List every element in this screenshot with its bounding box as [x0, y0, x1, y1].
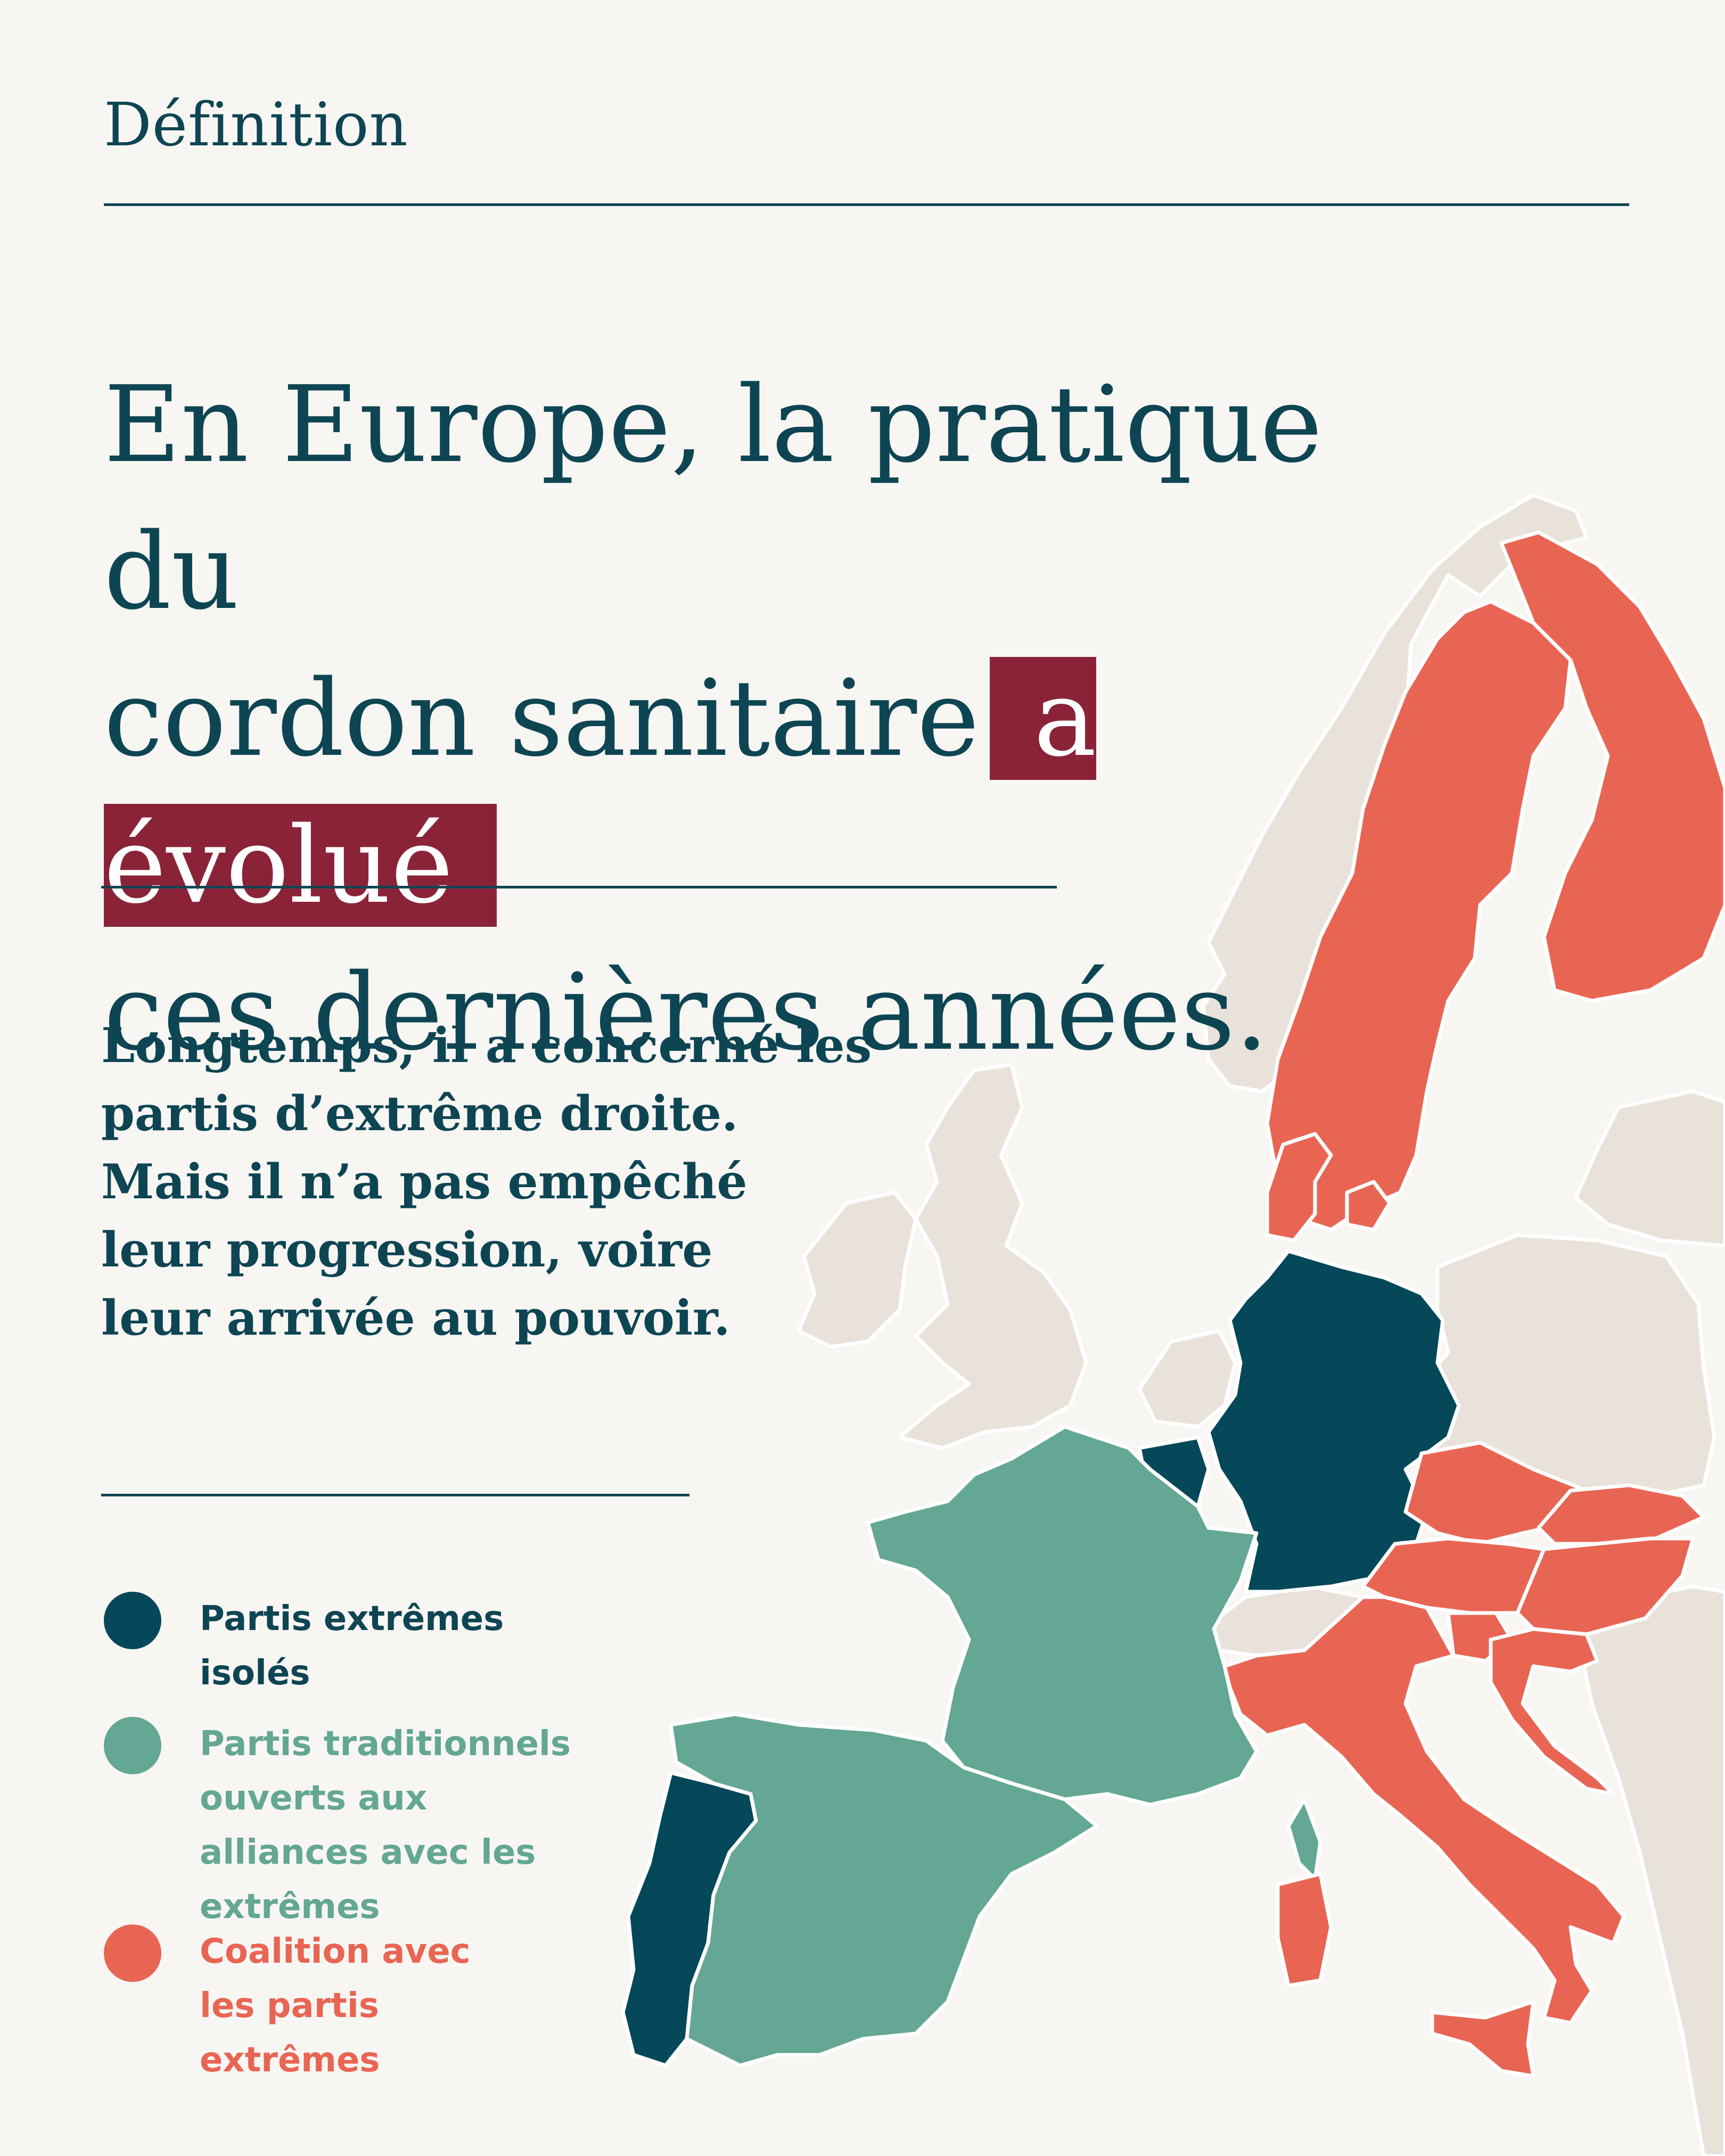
country-baltics [1574, 1089, 1725, 1248]
legend-label-isolated: Partis extrêmes isolés [200, 1599, 504, 1693]
country-sicily [1430, 1999, 1535, 2078]
country-ireland [796, 1190, 918, 1349]
legend-label-coalition: Coalition avec les partis extrêmes [200, 1932, 471, 2080]
divider-middle [101, 886, 1057, 888]
country-finland [1499, 530, 1725, 1003]
headline-line-1: En Europe, la pratique du [104, 363, 1322, 633]
country-denmark-island [1345, 1180, 1392, 1232]
country-sardinia [1276, 1872, 1333, 1988]
country-netherlands [1137, 1329, 1237, 1429]
country-france [866, 1425, 1259, 1807]
section-label: Définition [104, 90, 408, 160]
legend-dot-isolated [104, 1592, 161, 1649]
country-uk [898, 1063, 1088, 1450]
divider-lower [101, 1494, 689, 1496]
country-germany [1206, 1249, 1461, 1594]
body-line-3: Mais il n’a pas empêché [101, 1154, 748, 1210]
country-croatia [1489, 1627, 1615, 1796]
body-paragraph: Longtemps, il a concerné les partis d’ext… [101, 1011, 873, 1352]
legend-label-open: Partis traditionnels ouverts aux allianc… [200, 1724, 571, 1927]
headline: En Europe, la pratique du cordon sanitair… [104, 351, 1382, 1086]
headline-line-3: ces dernières années. [104, 951, 1269, 1074]
country-spain [669, 1712, 1099, 2068]
legend-item-coalition: Coalition avec les partis extrêmes [104, 1924, 519, 2087]
legend-dot-coalition [104, 1924, 161, 1982]
body-line-1: Longtemps, il a concerné les [101, 1017, 872, 1074]
country-denmark [1265, 1132, 1333, 1242]
body-line-5: leur arrivée au pouvoir. [101, 1290, 730, 1346]
country-hungary [1515, 1536, 1695, 1636]
country-corsica [1286, 1797, 1322, 1881]
headline-line-2: cordon sanitaire [104, 657, 980, 780]
country-balkans [1574, 1584, 1725, 2156]
body-line-2: partis d’extrême droite. [101, 1085, 738, 1142]
divider-top [104, 203, 1629, 206]
body-line-4: leur progression, voire [101, 1222, 713, 1278]
country-italy [1222, 1595, 1626, 2025]
legend-item-isolated: Partis extrêmes isolés [104, 1592, 626, 1700]
legend-dot-open [104, 1717, 161, 1774]
legend-item-open: Partis traditionnels ouverts aux allianc… [104, 1717, 583, 1934]
